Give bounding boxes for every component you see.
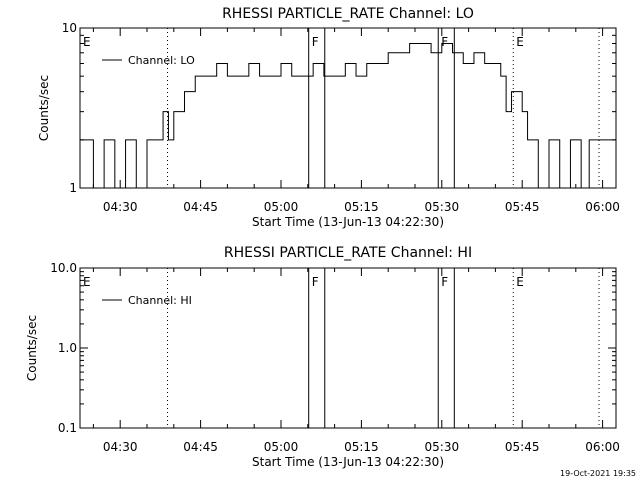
x-tick-label: 05:45 xyxy=(505,200,540,214)
marker-label: E xyxy=(516,275,524,289)
plot-frame xyxy=(79,27,617,189)
x-axis-label: Start Time (13-Jun-13 04:22:30) xyxy=(252,215,444,229)
x-tick-label: 05:15 xyxy=(344,200,379,214)
marker-label: F xyxy=(441,35,448,49)
footer-timestamp: 19-Oct-2021 19:35 xyxy=(560,469,636,478)
lo-channel-plot: RHESSI PARTICLE_RATE Channel: LO 04:30 04:… xyxy=(37,6,620,229)
x-tick-label: 06:00 xyxy=(585,200,620,214)
x-tick-label: 04:45 xyxy=(183,200,218,214)
y-tick-label: 10.0 xyxy=(50,261,77,275)
y-tick-label: 1 xyxy=(69,181,77,195)
series-line xyxy=(80,43,616,189)
marker-label: F xyxy=(312,275,319,289)
marker-label: F xyxy=(441,275,448,289)
marker-label: E xyxy=(516,35,524,49)
plot-frame xyxy=(79,267,617,429)
x-tick-label: 05:00 xyxy=(264,440,299,454)
chart-title: RHESSI PARTICLE_RATE Channel: LO xyxy=(222,6,474,22)
x-tick-label: 05:15 xyxy=(344,440,379,454)
y-tick-label: 10 xyxy=(62,21,77,35)
x-tick-label: 04:30 xyxy=(103,200,138,214)
x-tick-label: 05:45 xyxy=(505,440,540,454)
legend-label: Channel: HI xyxy=(128,294,192,307)
y-axis-label: Counts/sec xyxy=(25,315,39,381)
marker-label: F xyxy=(312,35,319,49)
marker-label: E xyxy=(83,35,91,49)
y-tick-label: 1.0 xyxy=(58,341,77,355)
legend-label: Channel: LO xyxy=(128,54,195,67)
x-tick-label: 04:30 xyxy=(103,440,138,454)
x-axis-label: Start Time (13-Jun-13 04:22:30) xyxy=(252,455,444,469)
x-tick-label: 05:00 xyxy=(264,200,299,214)
hi-channel-plot: RHESSI PARTICLE_RATE Channel: HI 04:30 04:… xyxy=(25,245,620,469)
x-tick-label: 04:45 xyxy=(183,440,218,454)
x-tick-label: 06:00 xyxy=(585,440,620,454)
x-tick-label: 05:30 xyxy=(425,440,460,454)
chart-title: RHESSI PARTICLE_RATE Channel: HI xyxy=(224,245,472,261)
y-axis-label: Counts/sec xyxy=(37,75,51,141)
y-tick-label: 0.1 xyxy=(58,421,77,435)
x-tick-label: 05:30 xyxy=(425,200,460,214)
marker-label: E xyxy=(83,275,91,289)
